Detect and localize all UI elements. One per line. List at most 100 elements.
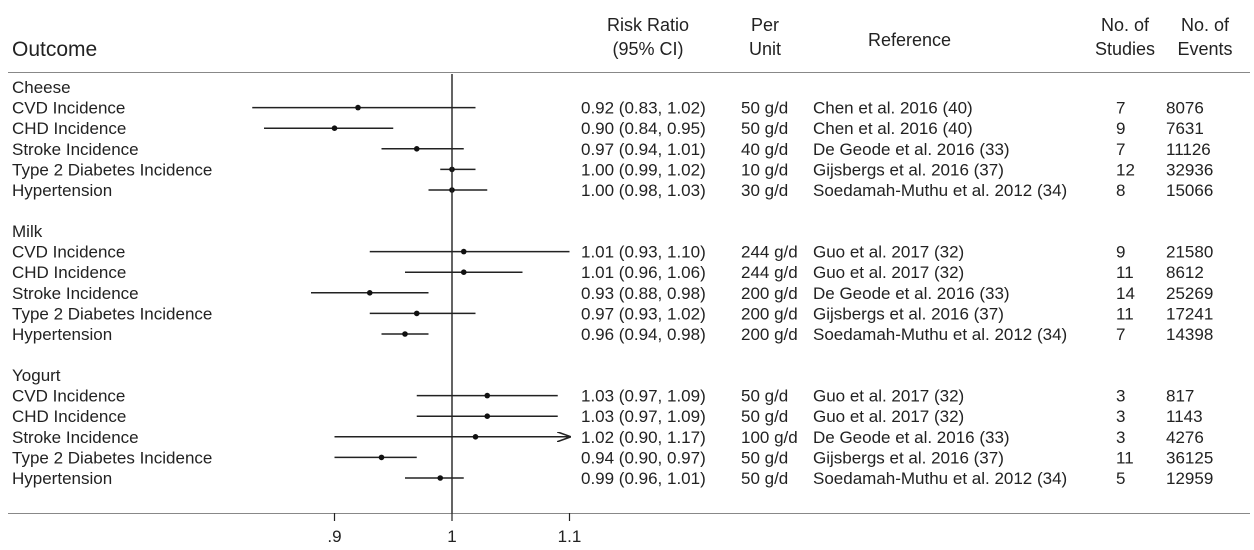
- unit-text: 244 g/d: [741, 263, 798, 282]
- outcome-label: Type 2 Diabetes Incidence: [12, 304, 212, 323]
- x-tick-label: 1.1: [558, 527, 582, 546]
- point-estimate: [484, 413, 491, 420]
- studies-count: 7: [1116, 325, 1125, 344]
- reference-text: Soedamah-Muthu et al. 2012 (34): [813, 325, 1067, 344]
- events-count: 15066: [1166, 181, 1213, 200]
- unit-text: 244 g/d: [741, 243, 798, 262]
- ci-text: 1.01 (0.96, 1.06): [581, 263, 706, 282]
- ci-text: 0.90 (0.84, 0.95): [581, 119, 706, 138]
- header-per-unit: Per Unit: [735, 13, 795, 61]
- header-studies-line1: No. of: [1100, 15, 1150, 35]
- studies-count: 9: [1116, 243, 1125, 262]
- plot-layer: Cheese CVD Incidence 0.92 (0.83, 1.02) 50 g…: [12, 74, 1213, 546]
- studies-count: 9: [1116, 119, 1125, 138]
- ci-text: 1.00 (0.98, 1.03): [581, 181, 706, 200]
- group-label: Milk: [12, 222, 43, 241]
- events-count: 8612: [1166, 263, 1204, 282]
- studies-count: 11: [1116, 448, 1134, 467]
- studies-count: 11: [1116, 263, 1134, 282]
- outcome-label: Type 2 Diabetes Incidence: [12, 160, 212, 179]
- events-count: 8076: [1166, 99, 1204, 118]
- ci-text: 0.97 (0.93, 1.02): [581, 304, 706, 323]
- outcome-label: Stroke Incidence: [12, 284, 139, 303]
- outcome-label: CHD Incidence: [12, 263, 126, 282]
- events-count: 4276: [1166, 428, 1204, 447]
- events-count: 12959: [1166, 469, 1213, 488]
- header-divider: [8, 72, 1250, 73]
- events-count: 32936: [1166, 160, 1213, 179]
- outcome-label: CVD Incidence: [12, 243, 125, 262]
- outcome-label: Hypertension: [12, 325, 112, 344]
- outcome-label: CVD Incidence: [12, 387, 125, 406]
- ci-text: 0.92 (0.83, 1.02): [581, 99, 706, 118]
- outcome-label: CHD Incidence: [12, 119, 126, 138]
- studies-count: 3: [1116, 428, 1125, 447]
- header-outcome: Outcome: [12, 38, 98, 61]
- point-estimate: [402, 331, 408, 337]
- studies-count: 3: [1116, 387, 1125, 406]
- ci-text: 1.03 (0.97, 1.09): [581, 387, 706, 406]
- unit-text: 50 g/d: [741, 387, 788, 406]
- events-count: 1143: [1166, 407, 1203, 426]
- reference-text: De Geode et al. 2016 (33): [813, 140, 1010, 159]
- header-risk-ratio-line1: Risk Ratio: [606, 15, 690, 35]
- studies-count: 7: [1116, 140, 1125, 159]
- studies-count: 5: [1116, 469, 1125, 488]
- events-count: 817: [1166, 387, 1194, 406]
- ci-text: 0.97 (0.94, 1.01): [581, 140, 706, 159]
- ci-text: 0.99 (0.96, 1.01): [581, 469, 706, 488]
- point-estimate: [413, 310, 420, 317]
- events-count: 14398: [1166, 325, 1213, 344]
- header-risk-ratio: Risk Ratio (95% CI): [583, 13, 713, 61]
- outcome-label: CHD Incidence: [12, 407, 126, 426]
- unit-text: 50 g/d: [741, 448, 788, 467]
- x-tick-label: 1: [447, 527, 456, 546]
- unit-text: 50 g/d: [741, 469, 788, 488]
- point-estimate: [472, 434, 479, 440]
- group-label: Yogurt: [12, 366, 61, 385]
- unit-text: 200 g/d: [741, 284, 798, 303]
- header-reference: Reference: [868, 30, 952, 50]
- unit-text: 100 g/d: [741, 428, 798, 447]
- point-estimate: [331, 125, 338, 131]
- point-estimate: [437, 475, 444, 481]
- unit-text: 200 g/d: [741, 325, 798, 344]
- header-studies-line2: Studies: [1094, 39, 1156, 59]
- point-estimate: [413, 146, 420, 152]
- reference-text: Soedamah-Muthu et al. 2012 (34): [813, 469, 1067, 488]
- header-risk-ratio-line2: (95% CI): [612, 39, 684, 59]
- point-estimate: [355, 104, 361, 111]
- ci-text: 1.02 (0.90, 1.17): [581, 428, 706, 447]
- ci-text: 1.01 (0.93, 1.10): [581, 243, 706, 262]
- studies-count: 12: [1116, 160, 1135, 179]
- reference-text: Guo et al. 2017 (32): [813, 387, 964, 406]
- unit-text: 40 g/d: [741, 140, 788, 159]
- events-count: 7631: [1166, 119, 1204, 138]
- header-events-line2: Events: [1177, 39, 1233, 59]
- studies-count: 7: [1116, 99, 1125, 118]
- x-tick-label: .9: [327, 527, 341, 546]
- unit-text: 50 g/d: [741, 407, 788, 426]
- outcome-label: CVD Incidence: [12, 99, 125, 118]
- point-estimate: [460, 269, 467, 276]
- studies-count: 14: [1116, 284, 1135, 303]
- reference-text: Gijsbergs et al. 2016 (37): [813, 448, 1004, 467]
- ci-text: 1.03 (0.97, 1.09): [581, 407, 706, 426]
- unit-text: 50 g/d: [741, 99, 788, 118]
- header-per-line2: Unit: [748, 39, 781, 59]
- events-count: 21580: [1166, 243, 1213, 262]
- reference-text: Guo et al. 2017 (32): [813, 407, 964, 426]
- reference-text: Soedamah-Muthu et al. 2012 (34): [813, 181, 1067, 200]
- events-count: 36125: [1166, 448, 1213, 467]
- ci-text: 0.93 (0.88, 0.98): [581, 284, 706, 303]
- reference-text: Chen et al. 2016 (40): [813, 119, 973, 138]
- header-events: No. of Events: [1165, 13, 1245, 61]
- outcome-label: Hypertension: [12, 181, 112, 200]
- ci-text: 0.94 (0.90, 0.97): [581, 448, 706, 467]
- studies-count: 8: [1116, 181, 1125, 200]
- axis-divider: [8, 513, 1250, 514]
- ci-text: 0.96 (0.94, 0.98): [581, 325, 706, 344]
- reference-text: Gijsbergs et al. 2016 (37): [813, 304, 1004, 323]
- reference-text: Guo et al. 2017 (32): [813, 263, 964, 282]
- point-estimate: [378, 454, 385, 461]
